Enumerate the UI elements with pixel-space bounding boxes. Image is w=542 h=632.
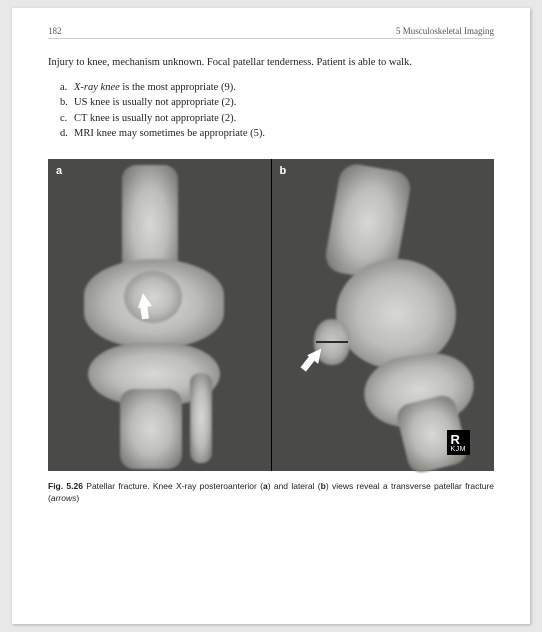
answer-options: a. X-ray knee is the most appropriate (9…	[48, 80, 494, 141]
running-title: 5 Musculoskeletal Imaging	[396, 26, 494, 36]
clinical-scenario: Injury to knee, mechanism unknown. Focal…	[48, 55, 494, 70]
figure-caption: Fig. 5.26 Patellar fracture. Knee X-ray …	[48, 481, 494, 504]
figure-panel-b: b R KJM	[272, 159, 495, 471]
caption-text: ) and lateral (	[268, 481, 321, 491]
option-letter: b.	[60, 95, 68, 110]
option-text: US knee is usually not appropriate (2).	[74, 97, 236, 108]
option-text: MRI knee may sometimes be appropriate (5…	[74, 128, 265, 139]
patella-ap	[124, 271, 182, 323]
option-text: CT knee is usually not appropriate (2).	[74, 113, 236, 124]
option-letter: a.	[60, 80, 67, 95]
figure-5-26: a b R KJM	[48, 159, 494, 471]
caption-text: Patellar fracture. Knee X-ray posteroant…	[83, 481, 263, 491]
fibula	[190, 373, 212, 463]
page-number: 182	[48, 26, 62, 36]
panel-label-a: a	[56, 165, 62, 177]
option-c: c. CT knee is usually not appropriate (2…	[60, 111, 494, 126]
caption-text: )	[76, 493, 79, 503]
running-head: 182 5 Musculoskeletal Imaging	[48, 26, 494, 39]
option-a: a. X-ray knee is the most appropriate (9…	[60, 80, 494, 95]
option-letter: d.	[60, 126, 68, 141]
tibia-shaft	[120, 389, 182, 469]
fracture-line	[316, 341, 348, 343]
radiograph-side-marker: R KJM	[447, 430, 471, 455]
marker-letter: R	[451, 433, 467, 446]
option-d: d. MRI knee may sometimes be appropriate…	[60, 126, 494, 141]
option-b: b. US knee is usually not appropriate (2…	[60, 95, 494, 110]
panel-label-b: b	[280, 165, 287, 177]
option-letter: c.	[60, 111, 67, 126]
marker-initials: KJM	[451, 446, 467, 453]
figure-panel-a: a	[48, 159, 272, 471]
caption-label: Fig. 5.26	[48, 481, 83, 491]
caption-arrows-word: arrows	[51, 493, 77, 503]
page: 182 5 Musculoskeletal Imaging Injury to …	[12, 8, 530, 624]
option-emphasis: X-ray knee	[74, 82, 120, 93]
option-text: is the most appropriate (9).	[120, 82, 236, 93]
